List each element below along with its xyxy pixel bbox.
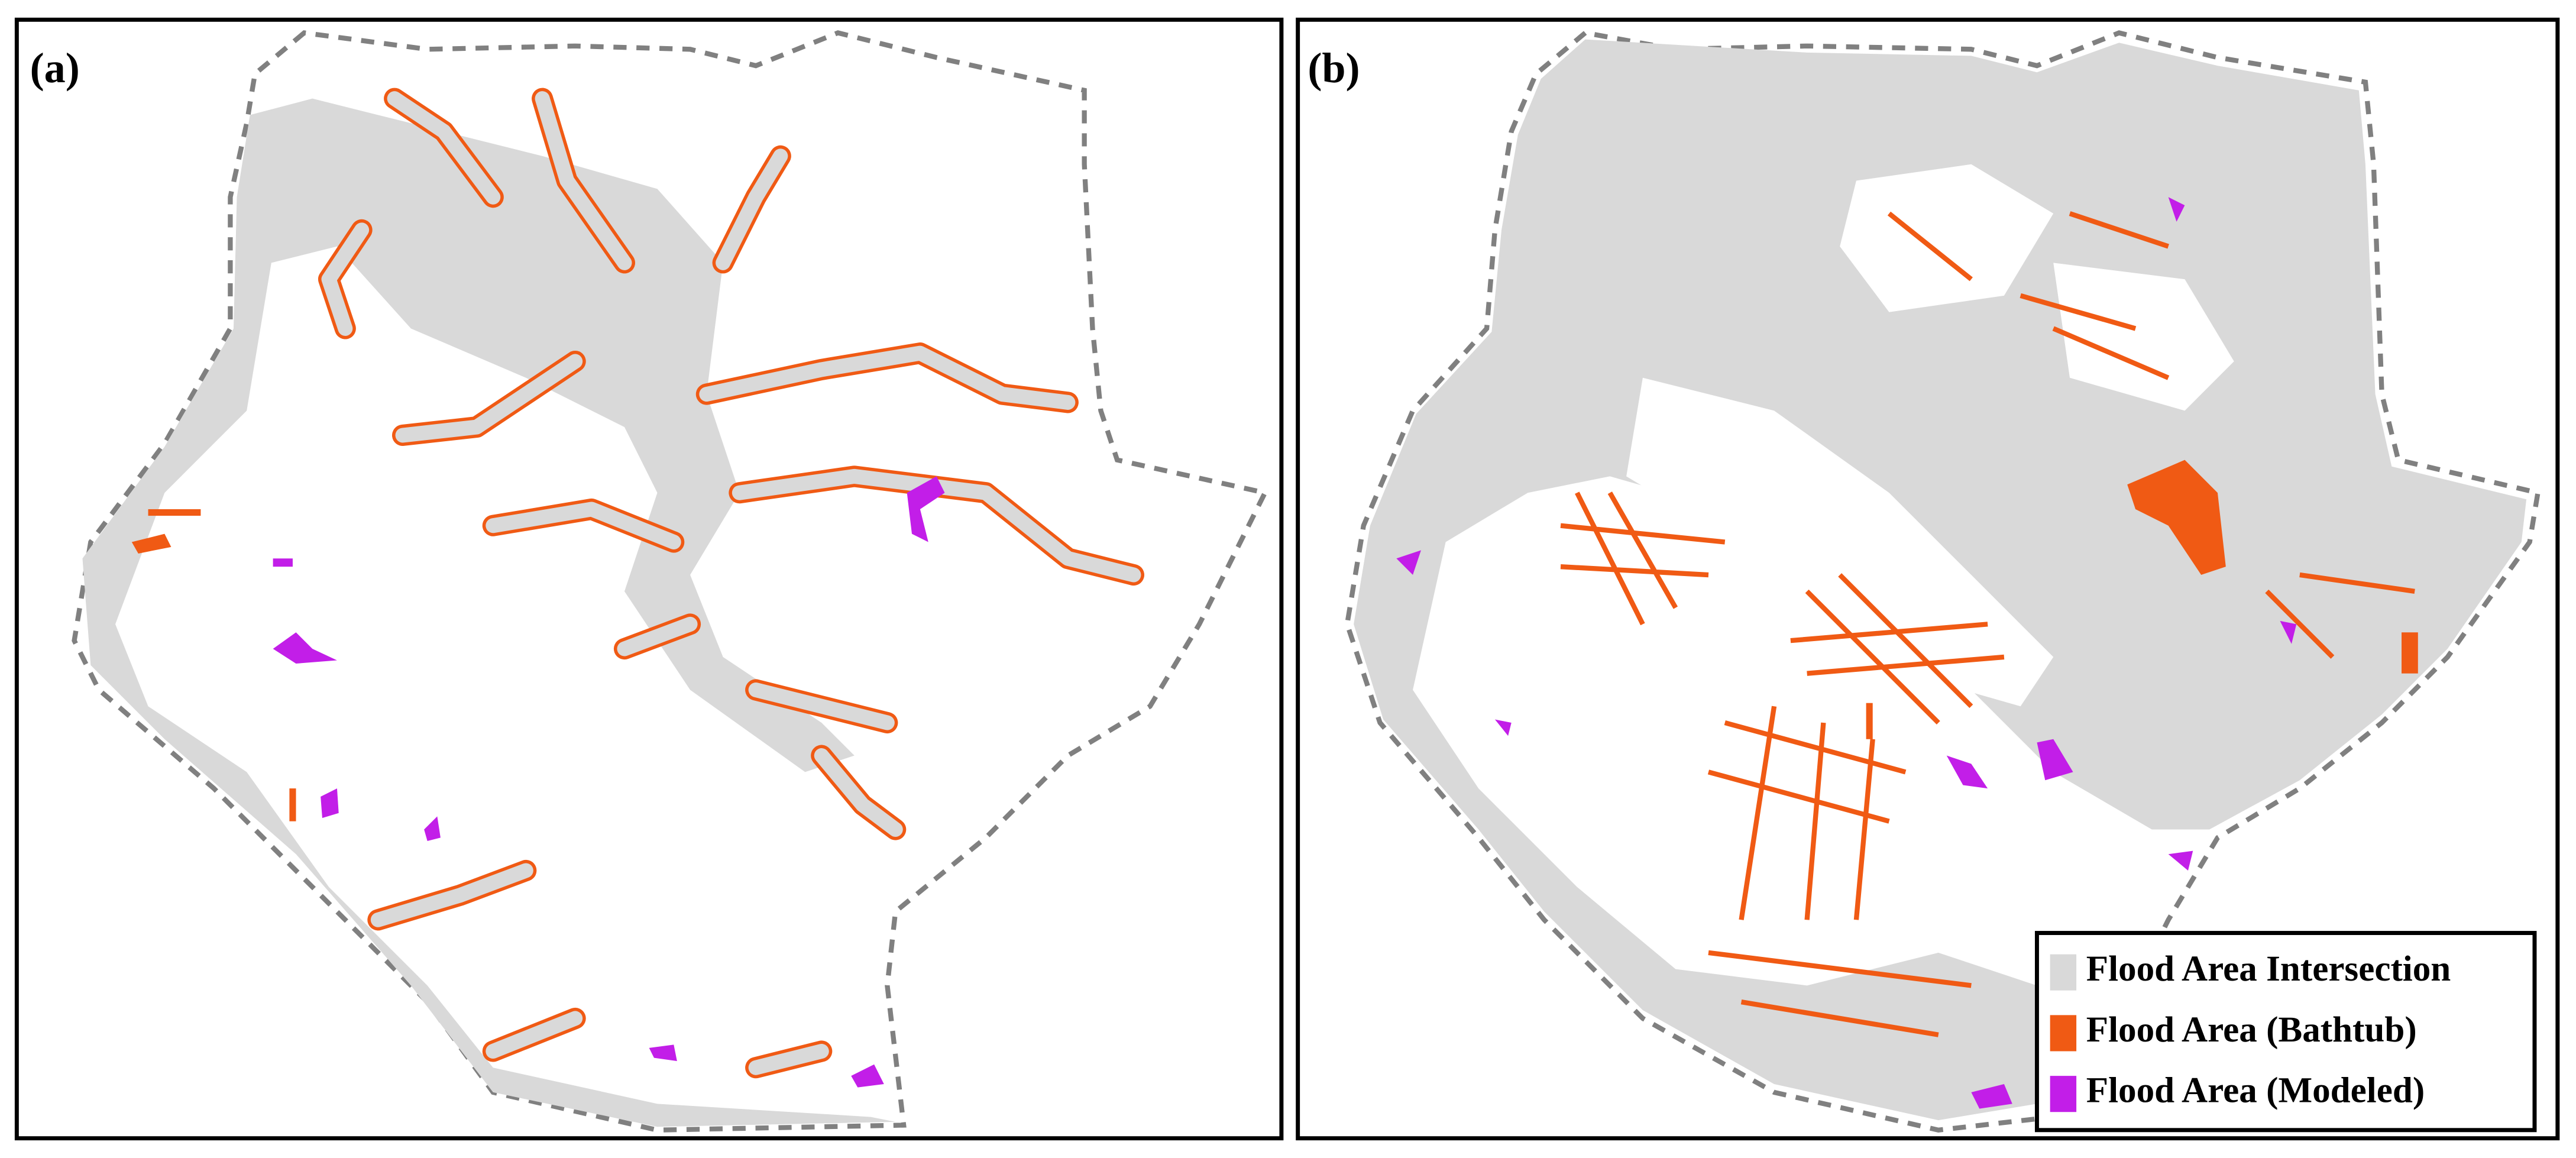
bathtub-patch (2402, 632, 2418, 674)
dry-area (2053, 263, 2234, 411)
flood-intersection (82, 98, 896, 1127)
modeled-patch (851, 1064, 884, 1088)
panel-frame (14, 17, 1284, 1141)
modeled-patch (2168, 850, 2193, 871)
legend-label: Flood Area Intersection (2086, 949, 2451, 989)
panel-frame (1296, 17, 2560, 1141)
modeled-only (1396, 197, 2297, 1109)
modeled-patch (1971, 1084, 2012, 1109)
dry-area (1626, 377, 2054, 707)
modeled-patch (1494, 719, 1512, 736)
modeled-patch (424, 816, 441, 841)
legend: Flood Area Intersection Flood Area (Batht… (2034, 931, 2537, 1133)
bathtub-patch (289, 788, 296, 821)
legend-swatch (2050, 954, 2077, 991)
panel-label: (b) (1308, 44, 1360, 92)
panel-b: (b) Flood Area Intersection Flood Area (B… (1296, 17, 2560, 1141)
dry-area (1840, 854, 2021, 953)
modeled-patch (273, 558, 293, 567)
legend-label: Flood Area (Modeled) (2086, 1071, 2425, 1111)
modeled-patch (649, 1044, 677, 1062)
legend-box (2034, 931, 2537, 1133)
bathtub-patch (1866, 703, 1873, 739)
panel-a: (a) (14, 17, 1284, 1141)
modeled-patch (321, 788, 339, 819)
legend-swatch (2050, 1076, 2077, 1112)
panel-label: (a) (30, 44, 80, 92)
bathtub-patch (131, 533, 171, 554)
dry-area (1840, 164, 2054, 312)
legend-label: Flood Area (Bathtub) (2086, 1010, 2417, 1050)
street-network (1560, 211, 2418, 1037)
river-branches (318, 88, 1144, 1079)
modeled-only (273, 476, 945, 1088)
modeled-patch (907, 476, 945, 542)
legend-swatch (2050, 1015, 2077, 1052)
modeled-patch (2168, 197, 2185, 222)
bathtub-patch (148, 509, 201, 516)
unflooded-gaps (1626, 164, 2234, 953)
modeled-patch (2280, 620, 2297, 644)
bathtub-patch (2127, 460, 2226, 575)
modeled-patch (273, 632, 337, 664)
modeled-patch (2037, 739, 2073, 781)
modeled-patch (1946, 755, 1988, 789)
bathtub-only (131, 509, 296, 821)
modeled-patch (1396, 550, 1421, 575)
